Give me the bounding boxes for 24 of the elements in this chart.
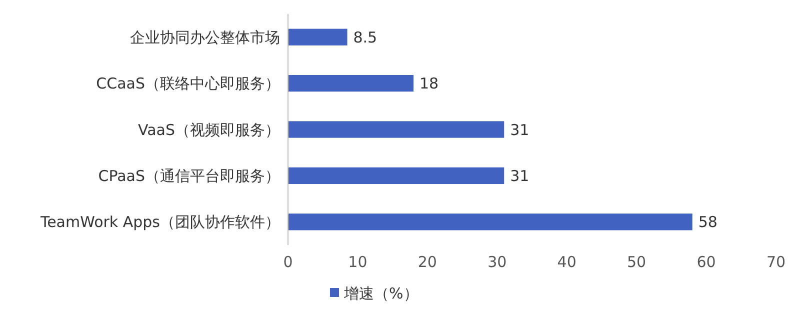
data-label: 18	[419, 74, 439, 93]
x-tick-label: 30	[488, 253, 507, 271]
x-tick-label: 20	[418, 253, 437, 271]
y-tick-label: TeamWork Apps（团队协作软件）	[39, 213, 280, 232]
bar	[288, 74, 414, 92]
x-tick-label: 0	[283, 253, 293, 271]
y-tick-label: VaaS（视频即服务）	[138, 120, 280, 139]
data-label: 31	[510, 120, 530, 139]
x-tick-label: 50	[627, 253, 646, 271]
y-tick-label: CPaaS（通信平台即服务）	[98, 166, 280, 185]
data-label: 58	[698, 213, 718, 232]
bar	[288, 28, 348, 46]
y-tick-label: CCaaS（联络中心即服务）	[96, 74, 280, 93]
bar	[288, 121, 504, 138]
x-tick-label: 10	[348, 253, 368, 271]
data-label: 8.5	[353, 28, 378, 46]
bar	[288, 214, 692, 230]
legend-label: 增速（%）	[343, 284, 418, 302]
data-label: 31	[510, 166, 530, 185]
x-tick-label: 40	[557, 253, 576, 271]
bar	[288, 167, 504, 184]
x-tick-label: 60	[696, 253, 716, 271]
y-tick-label: 企业协同办公整体市场	[130, 28, 280, 46]
x-tick-label: 70	[766, 253, 786, 271]
